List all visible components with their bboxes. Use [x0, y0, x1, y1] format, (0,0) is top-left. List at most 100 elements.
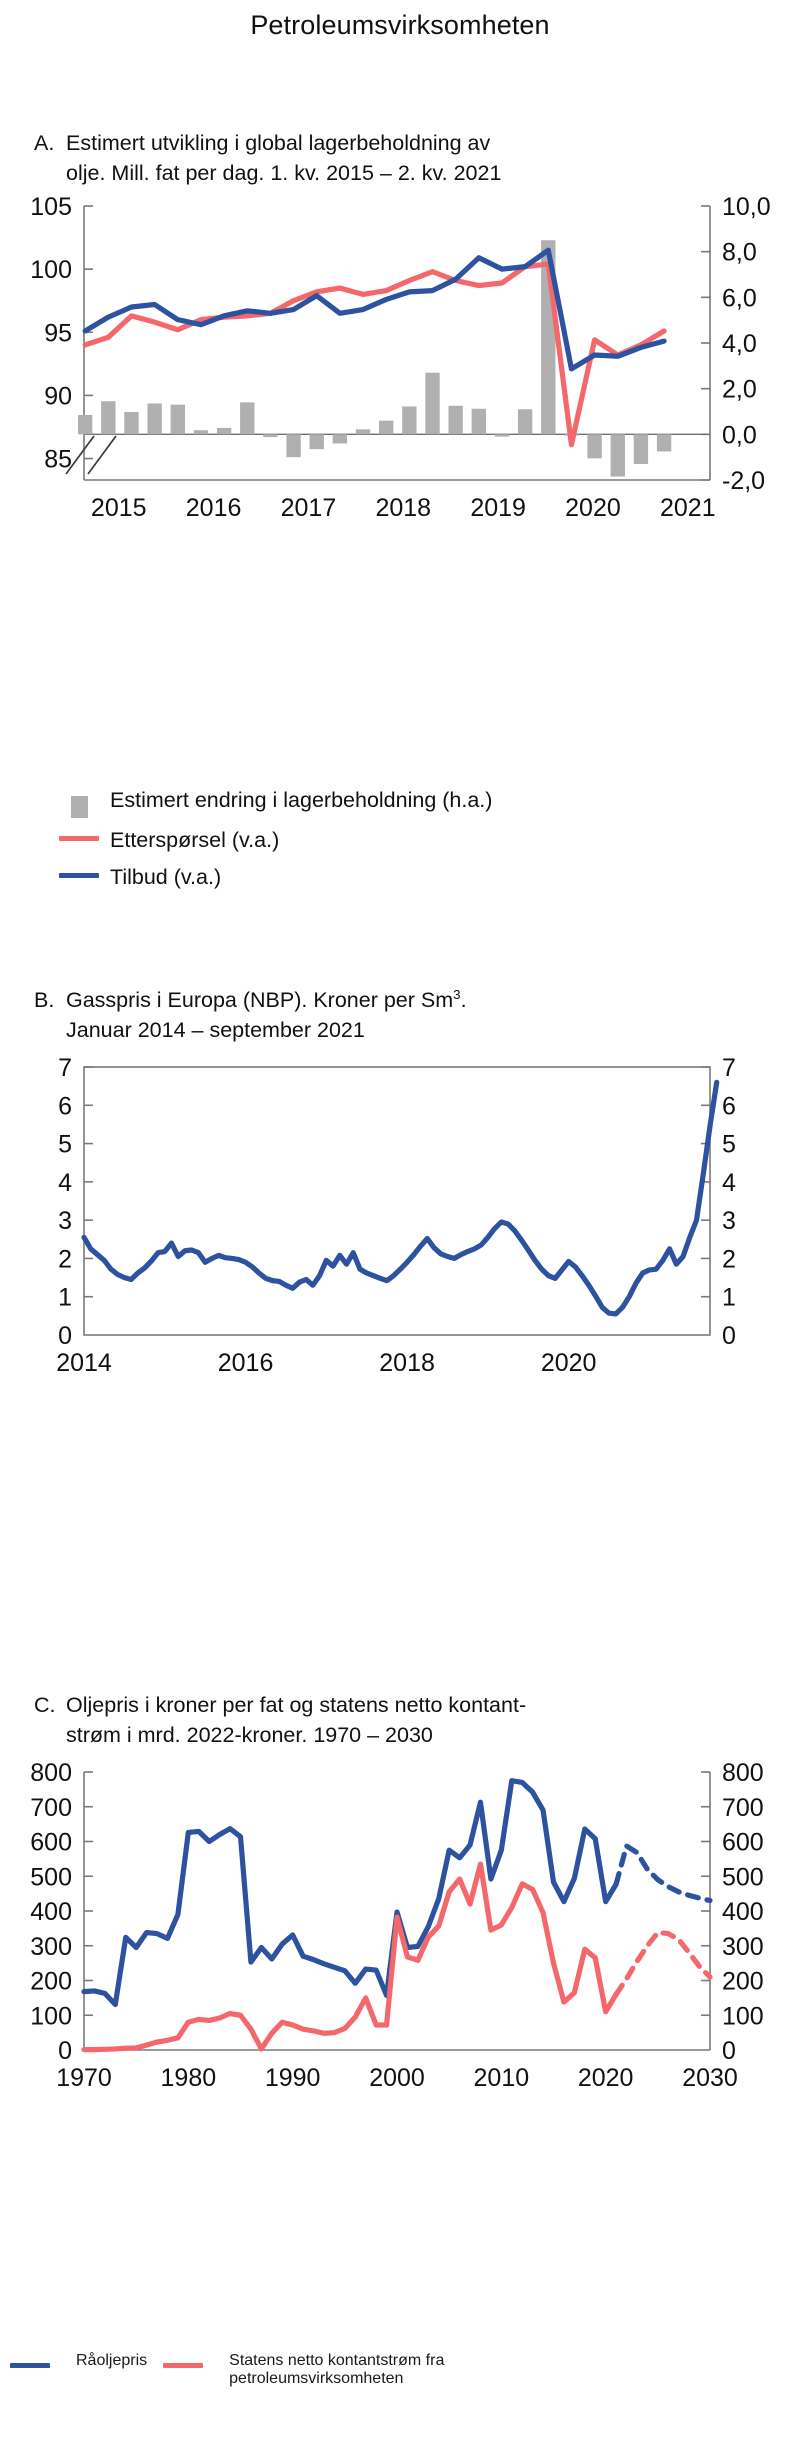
chart-a-bar: [193, 430, 209, 435]
chart-a-bar: [633, 434, 649, 465]
chart-a: 85 90 95 100 105 -2,0 0,0 2,0 4,0 6,0 8,0 10,0 2015 2…: [0, 188, 800, 548]
chart-a-bar: [379, 420, 394, 435]
chart-a-ytick-left: 95: [44, 319, 72, 347]
legend-c-swatch: [163, 2352, 229, 2368]
chart-a-bar: [309, 434, 324, 450]
chart-a-xtick: 2018: [375, 494, 431, 522]
chart-a-bar: [332, 434, 348, 444]
chart-c-xtick: 2000: [369, 2064, 425, 2092]
chart-c-ytick-right: 400: [722, 1898, 764, 1926]
chart-a-bar: [355, 429, 371, 435]
legend-a-label: Estimert endring i lagerbeholdning (h.a.…: [110, 788, 493, 812]
chart-c-xtick: 1990: [265, 2064, 321, 2092]
panel-a-title: A. Estimert utvikling i global lagerbeho…: [34, 128, 764, 188]
chart-a-bar: [170, 404, 185, 435]
chart-a-xtick: 2019: [470, 494, 526, 522]
legend-a-swatch: [48, 825, 110, 841]
chart-b-ytick-right: 1: [722, 1284, 736, 1312]
chart-b-ytick-left: 4: [58, 1169, 72, 1197]
page-title: Petroleumsvirksomheten: [250, 10, 550, 40]
panel-b: B. Gasspris i Europa (NBP). Kroner per S…: [0, 985, 800, 1405]
panel-a-caption: Estimert utvikling i global lagerbeholdn…: [66, 128, 764, 188]
legend-a-label: Tilbud (v.a.): [110, 865, 222, 889]
panel-c-letter: C.: [34, 1693, 56, 1717]
legend-c-label-line2: petroleumsvirksomheten: [229, 2370, 404, 2387]
legend-a-item: Tilbud (v.a.): [48, 862, 788, 892]
chart-b-ytick-left: 3: [58, 1207, 72, 1235]
chart-c-ytick-right: 600: [722, 1829, 764, 1857]
panel-b-caption-line2: Januar 2014 – september 2021: [66, 1018, 365, 1042]
chart-c-xtick: 2020: [578, 2064, 634, 2092]
chart-a-ytick-right: 8,0: [722, 239, 757, 267]
chart-a-bar: [656, 434, 672, 452]
chart-c-ytick-left: 0: [58, 2037, 72, 2065]
chart-a-bar: [587, 434, 602, 459]
legend-c-label-line1: Statens netto kontantstrøm fra: [229, 2352, 445, 2369]
chart-b-ytick-right: 0: [722, 1322, 736, 1350]
chart-c-ytick-right: 0: [722, 2037, 736, 2065]
chart-a-bar: [517, 409, 533, 435]
panel-b-letter: B.: [34, 988, 55, 1012]
chart-c-ytick-right: 200: [722, 1968, 764, 1996]
chart-a-bar: [77, 414, 93, 435]
chart-b: 0 0 1 1 2 2 3 3 4 4 5 5 6 6 7 7 2014 2016 2018 2020: [0, 1045, 800, 1405]
chart-a-ytick-left: 100: [30, 256, 72, 284]
panel-a-caption-line2: olje. Mill. fat per dag. 1. kv. 2015 – 2…: [66, 161, 502, 185]
chart-a-ytick-right: 10,0: [722, 193, 771, 221]
chart-a-xtick: 2015: [91, 494, 147, 522]
chart-b-ytick-right: 6: [722, 1092, 736, 1120]
chart-a-bar: [494, 434, 510, 437]
line-swatch-icon: [163, 2363, 204, 2368]
chart-a-bar: [402, 406, 417, 435]
panel-c-caption-line2: strøm i mrd. 2022-kroner. 1970 – 2030: [66, 1723, 433, 1747]
panel-c-caption: Oljepris i kroner per fat og statens net…: [66, 1690, 764, 1750]
panel-b-caption: Gasspris i Europa (NBP). Kroner per Sm3.…: [66, 985, 764, 1045]
chart-b-ytick-left: 5: [58, 1131, 72, 1159]
legend-c-label: Råoljepris: [76, 2352, 148, 2369]
chart-c-xtick: 2030: [682, 2064, 738, 2092]
chart-c-line-raoljepris: [81, 1778, 619, 2008]
line-swatch-icon: [59, 836, 99, 841]
chart-a-bar: [286, 434, 301, 458]
chart-a-xtick: 2016: [186, 494, 242, 522]
chart-b-svg: 0 0 1 1 2 2 3 3 4 4 5 5 6 6 7 7 2014 2016 2018 2020: [56, 1054, 736, 1377]
chart-a-bar: [471, 408, 486, 435]
chart-c-ytick-left: 500: [30, 1863, 72, 1891]
panel-b-caption-post: .: [460, 988, 467, 1012]
chart-a-ytick-right: 2,0: [722, 376, 757, 404]
chart-c-xtick: 2010: [474, 2064, 530, 2092]
line-swatch-icon: [59, 873, 99, 878]
chart-a-line-ettersporsel: [82, 261, 667, 448]
chart-c-ytick-right: 100: [722, 2002, 764, 2030]
chart-a-line-tilbud: [82, 247, 667, 372]
chart-a-bar: [425, 372, 440, 435]
chart-b-xtick: 2018: [379, 1349, 435, 1377]
chart-c-line-kontantstrom: [81, 1861, 619, 2053]
chart-c-ytick-left: 100: [30, 2002, 72, 2030]
chart-c-svg: 0 0 100 100 200 200 300 300 400 400 500 500 600 600 70…: [30, 1759, 764, 2092]
chart-b-ytick-right: 5: [722, 1131, 736, 1159]
chart-a-svg: 85 90 95 100 105 -2,0 0,0 2,0 4,0 6,0 8,0 10,0 2015 2…: [30, 193, 771, 522]
chart-b-ytick-left: 0: [58, 1322, 72, 1350]
legend-a: Estimert endring i lagerbeholdning (h.a.…: [48, 785, 788, 899]
panel-a-caption-line1: Estimert utvikling i global lagerbeholdn…: [66, 131, 491, 155]
chart-c-ytick-left: 700: [30, 1794, 72, 1822]
legend-c: Råoljepris Statens netto kontantstrøm fra…: [0, 2352, 800, 2388]
chart-a-xtick: 2017: [281, 494, 337, 522]
chart-b-ytick-right: 7: [722, 1054, 736, 1082]
chart-c-ytick-left: 300: [30, 1933, 72, 1961]
chart-c-ytick-right: 800: [722, 1759, 764, 1787]
legend-a-label: Etterspørsel (v.a.): [110, 828, 280, 852]
chart-b-ytick-left: 6: [58, 1092, 72, 1120]
chart-b-ytick-left: 2: [58, 1245, 72, 1273]
chart-c: 0 0 100 100 200 200 300 300 400 400 500 500 600 600 70…: [0, 1750, 800, 2130]
chart-a-bar: [448, 405, 463, 435]
chart-a-bar: [147, 403, 162, 435]
legend-a-swatch: [48, 785, 110, 818]
chart-b-ytick-left: 7: [58, 1054, 72, 1082]
chart-a-bar: [124, 411, 139, 435]
panel-c-title: C. Oljepris i kroner per fat og statens …: [34, 1690, 764, 1750]
chart-a-ytick-right: 4,0: [722, 330, 757, 358]
chart-c-line-kontantstrom-forecast: [613, 1929, 713, 1997]
